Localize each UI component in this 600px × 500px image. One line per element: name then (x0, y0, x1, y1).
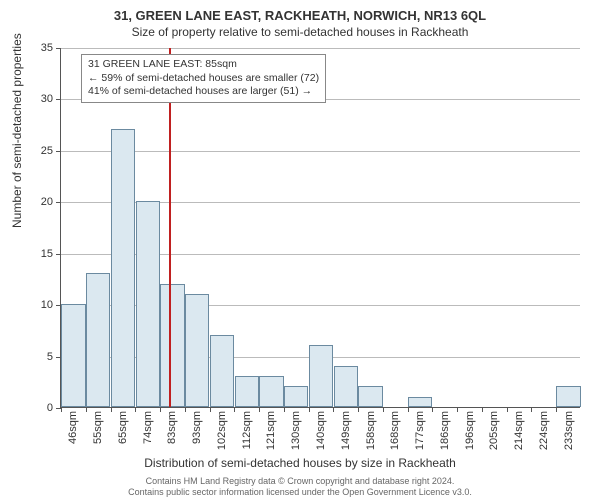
xtick-label: 74sqm (142, 407, 154, 444)
xtick-mark (358, 407, 359, 412)
xtick-mark (531, 407, 532, 412)
histogram-bar (86, 273, 110, 407)
xtick-label: 121sqm (265, 407, 277, 450)
footer-line-1: Contains HM Land Registry data © Crown c… (0, 476, 600, 487)
xtick-label: 186sqm (439, 407, 451, 450)
histogram-bar (160, 284, 184, 407)
chart-title: 31, GREEN LANE EAST, RACKHEATH, NORWICH,… (0, 0, 600, 23)
ytick-mark (56, 254, 61, 255)
xtick-mark (135, 407, 136, 412)
histogram-bar (136, 201, 160, 407)
xtick-mark (432, 407, 433, 412)
xtick-label: 112sqm (241, 407, 253, 449)
xtick-mark (309, 407, 310, 412)
histogram-bar (309, 345, 333, 407)
xtick-label: 205sqm (488, 407, 500, 450)
x-axis-label: Distribution of semi-detached houses by … (0, 456, 600, 470)
histogram-bar (284, 386, 308, 407)
xtick-mark (61, 407, 62, 412)
xtick-mark (86, 407, 87, 412)
xtick-mark (383, 407, 384, 412)
xtick-mark (284, 407, 285, 412)
xtick-mark (482, 407, 483, 412)
ytick-label: 25 (23, 145, 53, 157)
ytick-label: 20 (23, 196, 53, 208)
xtick-label: 168sqm (389, 407, 401, 450)
xtick-label: 140sqm (315, 407, 327, 450)
histogram-bar (556, 386, 580, 407)
xtick-mark (333, 407, 334, 412)
ytick-label: 0 (23, 402, 53, 414)
histogram-bar (408, 397, 432, 407)
y-axis-label: Number of semi-detached properties (10, 33, 24, 228)
ytick-mark (56, 202, 61, 203)
ytick-label: 30 (23, 93, 53, 105)
xtick-mark (210, 407, 211, 412)
xtick-mark (111, 407, 112, 412)
chart-footer: Contains HM Land Registry data © Crown c… (0, 476, 600, 498)
annotation-line: 31 GREEN LANE EAST: 85sqm (88, 58, 319, 72)
xtick-label: 93sqm (191, 407, 203, 444)
footer-line-2: Contains public sector information licen… (0, 487, 600, 498)
xtick-label: 214sqm (513, 407, 525, 450)
histogram-bar (259, 376, 283, 407)
xtick-label: 130sqm (290, 407, 302, 450)
ytick-label: 15 (23, 248, 53, 260)
histogram-bar (334, 366, 358, 407)
xtick-label: 149sqm (340, 407, 352, 450)
xtick-label: 83sqm (166, 407, 178, 444)
xtick-mark (556, 407, 557, 412)
chart-plot-area: 0510152025303546sqm55sqm65sqm74sqm83sqm9… (60, 48, 580, 408)
histogram-bar (358, 386, 382, 407)
xtick-label: 55sqm (92, 407, 104, 444)
xtick-label: 233sqm (563, 407, 575, 450)
gridline (61, 48, 580, 49)
chart-subtitle: Size of property relative to semi-detach… (0, 23, 600, 39)
xtick-mark (185, 407, 186, 412)
annotation-box: 31 GREEN LANE EAST: 85sqm← 59% of semi-d… (81, 54, 326, 103)
ytick-label: 35 (23, 42, 53, 54)
xtick-mark (507, 407, 508, 412)
ytick-mark (56, 48, 61, 49)
histogram-bar (111, 129, 135, 407)
xtick-label: 158sqm (365, 407, 377, 450)
histogram-bar (235, 376, 259, 407)
xtick-mark (408, 407, 409, 412)
xtick-mark (259, 407, 260, 412)
gridline (61, 151, 580, 152)
histogram-bar (61, 304, 85, 407)
ytick-mark (56, 151, 61, 152)
histogram-bar (210, 335, 234, 407)
ytick-label: 10 (23, 299, 53, 311)
xtick-mark (160, 407, 161, 412)
xtick-label: 102sqm (216, 407, 228, 450)
ytick-mark (56, 99, 61, 100)
annotation-line: 41% of semi-detached houses are larger (… (88, 85, 319, 99)
xtick-label: 65sqm (117, 407, 129, 444)
annotation-line: ← 59% of semi-detached houses are smalle… (88, 72, 319, 86)
xtick-mark (457, 407, 458, 412)
ytick-label: 5 (23, 351, 53, 363)
xtick-label: 46sqm (67, 407, 79, 444)
xtick-label: 224sqm (538, 407, 550, 450)
xtick-mark (234, 407, 235, 412)
xtick-label: 196sqm (464, 407, 476, 450)
histogram-bar (185, 294, 209, 407)
xtick-label: 177sqm (414, 407, 426, 450)
